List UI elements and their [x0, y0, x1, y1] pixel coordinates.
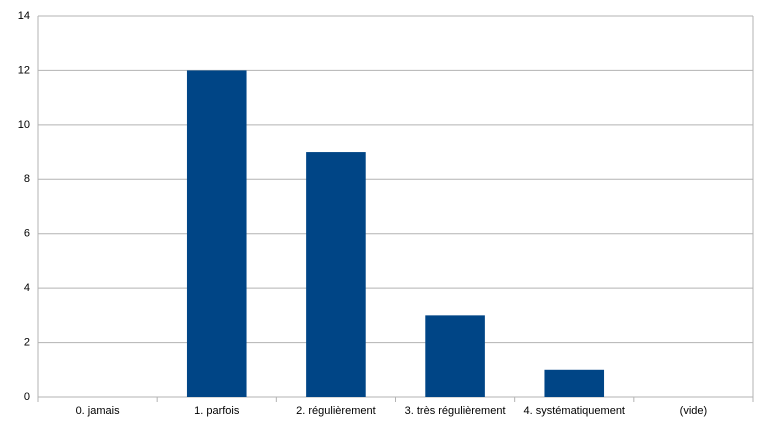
- y-tick-label: 12: [18, 64, 30, 76]
- x-tick-label: 0. jamais: [76, 405, 121, 417]
- bar: [186, 70, 247, 397]
- x-tick-label: 3. très régulièrement: [405, 405, 506, 417]
- bar: [306, 152, 366, 397]
- x-tick-label: 1. parfois: [194, 405, 240, 417]
- x-tick-label: 2. régulièrement: [296, 405, 376, 417]
- y-tick-label: 6: [24, 228, 30, 240]
- x-tick-label: 4. systématiquement: [524, 405, 626, 417]
- y-tick-label: 14: [18, 10, 30, 22]
- y-tick-label: 2: [24, 336, 30, 348]
- x-tick-label: (vide): [680, 405, 708, 417]
- y-tick-label: 4: [24, 282, 30, 294]
- y-tick-label: 8: [24, 173, 30, 185]
- y-tick-label: 0: [24, 391, 30, 403]
- y-tick-label: 10: [18, 119, 30, 131]
- bar: [544, 369, 605, 397]
- bar: [425, 315, 485, 397]
